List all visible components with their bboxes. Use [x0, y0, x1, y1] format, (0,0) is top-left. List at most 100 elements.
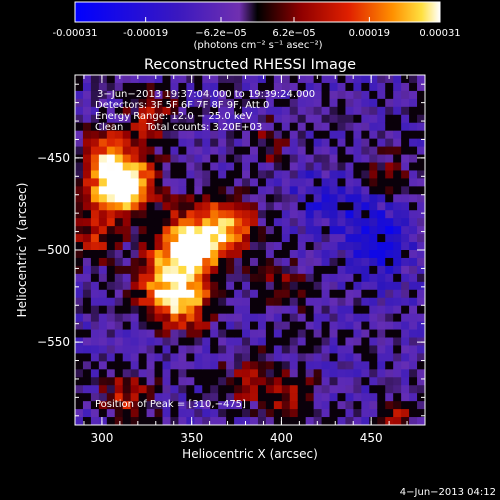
heatmap-cell: [345, 210, 354, 219]
heatmap-cell: [210, 345, 219, 354]
heatmap-cell: [154, 281, 163, 291]
heatmap-cell: [202, 170, 211, 179]
heatmap-cell: [385, 313, 394, 323]
heatmap-cell: [178, 329, 187, 338]
heatmap-cell: [202, 162, 211, 171]
heatmap-cell: [170, 202, 179, 211]
heatmap-cell: [154, 210, 163, 219]
heatmap-cell: [353, 178, 362, 187]
heatmap-cell: [130, 122, 140, 132]
heatmap-cell: [329, 361, 338, 370]
heatmap-cell: [90, 146, 100, 156]
heatmap-cell: [170, 242, 179, 251]
heatmap-cell: [218, 273, 227, 283]
heatmap-cell: [361, 265, 370, 275]
heatmap-cell: [313, 178, 323, 187]
heatmap-cell: [186, 178, 195, 187]
heatmap-cell: [417, 75, 425, 84]
heatmap-cell: [98, 289, 108, 299]
heatmap-cell: [369, 178, 378, 187]
heatmap-cell: [257, 178, 267, 187]
heatmap-cell: [281, 106, 291, 116]
heatmap-cell: [154, 250, 163, 259]
heatmap-cell: [210, 250, 219, 259]
heatmap-cell: [257, 345, 267, 354]
heatmap-cell: [234, 305, 243, 315]
heatmap-cell: [146, 409, 156, 418]
heatmap-cell: [226, 75, 235, 84]
heatmap-cell: [194, 257, 203, 267]
heatmap-cell: [409, 401, 418, 410]
heatmap-cell: [170, 210, 179, 219]
heatmap-cell: [369, 186, 378, 195]
annotation-peak: Position of Peak = [310,−475]: [95, 399, 246, 410]
heatmap-cell: [393, 345, 402, 354]
heatmap-cell: [369, 138, 378, 148]
heatmap-cell: [114, 409, 124, 418]
heatmap-cell: [345, 146, 354, 156]
heatmap-cell: [138, 361, 148, 370]
heatmap-cell: [186, 114, 195, 124]
heatmap-cell: [114, 337, 124, 346]
heatmap-cell: [393, 281, 402, 291]
heatmap-cell: [257, 170, 267, 179]
heatmap-cell: [130, 377, 140, 386]
heatmap-cell: [377, 138, 386, 148]
heatmap-cell: [90, 281, 100, 291]
heatmap-cell: [226, 178, 235, 187]
heatmap-cell: [265, 218, 275, 227]
heatmap-cell: [385, 377, 394, 386]
heatmap-cell: [377, 154, 386, 163]
heatmap-cell: [194, 417, 203, 425]
heatmap-cell: [393, 377, 402, 386]
heatmap-cell: [234, 321, 243, 331]
heatmap-cell: [361, 210, 370, 219]
heatmap-cell: [154, 369, 163, 378]
heatmap-cell: [162, 273, 171, 283]
heatmap-cell: [82, 218, 92, 227]
heatmap-cell: [417, 257, 425, 267]
heatmap-cell: [138, 210, 148, 219]
heatmap-cell: [75, 170, 84, 179]
heatmap-cell: [345, 337, 354, 346]
heatmap-cell: [337, 401, 346, 410]
heatmap-cell: [313, 393, 323, 402]
heatmap-cell: [218, 75, 227, 84]
heatmap-cell: [393, 409, 402, 418]
heatmap-cell: [75, 305, 84, 315]
heatmap-cell: [289, 170, 299, 179]
heatmap-cell: [329, 305, 338, 315]
heatmap-cell: [265, 313, 275, 323]
heatmap-cell: [297, 345, 307, 354]
heatmap-cell: [234, 210, 243, 219]
heatmap-cell: [401, 305, 410, 315]
heatmap-cell: [194, 130, 203, 140]
heatmap-cell: [385, 361, 394, 370]
heatmap-cell: [409, 297, 418, 307]
heatmap-cell: [265, 82, 275, 92]
heatmap-cell: [281, 337, 291, 346]
heatmap-cell: [90, 393, 100, 402]
heatmap-cell: [337, 75, 346, 84]
heatmap-cell: [313, 122, 323, 132]
heatmap-cell: [313, 305, 323, 315]
heatmap-cell: [361, 218, 370, 227]
heatmap-cell: [106, 122, 116, 132]
heatmap-cell: [210, 82, 219, 92]
heatmap-cell: [361, 90, 370, 100]
heatmap-cell: [377, 162, 386, 171]
heatmap-cell: [218, 305, 227, 315]
heatmap-cell: [186, 305, 195, 315]
heatmap-cell: [114, 377, 124, 386]
heatmap-cell: [401, 289, 410, 299]
heatmap-cell: [289, 257, 299, 267]
heatmap-cell: [202, 242, 211, 251]
heatmap-cell: [265, 273, 275, 283]
heatmap-cell: [273, 234, 283, 243]
heatmap-cell: [313, 329, 323, 338]
heatmap-cell: [345, 250, 354, 259]
heatmap-cell: [75, 114, 84, 124]
heatmap-cell: [273, 162, 283, 171]
heatmap-cell: [186, 146, 195, 156]
heatmap-cell: [289, 234, 299, 243]
